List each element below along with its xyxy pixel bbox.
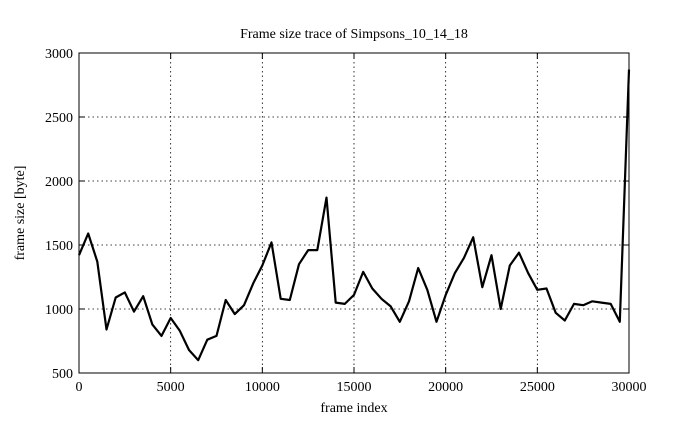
x-tick-label: 0 [76,380,83,395]
chart-title: Frame size trace of Simpsons_10_14_18 [240,27,468,42]
y-tick-label: 2500 [45,111,73,126]
plot-frame [78,52,630,374]
x-tick-label: 30000 [612,380,647,395]
x-tick-labels: 0 5000 10000 15000 20000 25000 30000 [76,380,647,395]
y-tick-label: 500 [52,367,73,382]
y-tick-label: 1500 [45,239,73,254]
x-tick-label: 20000 [428,380,463,395]
x-tick-label: 10000 [245,380,280,395]
x-tick-label: 25000 [520,380,555,395]
y-tick-label: 2000 [45,175,73,190]
x-tick-label: 5000 [157,380,185,395]
y-tick-label: 3000 [45,47,73,62]
y-tick-labels: 500 1000 1500 2000 2500 3000 [45,47,73,382]
y-tick-label: 1000 [45,303,73,318]
grid-lines [79,53,629,373]
y-axis-label: frame size [byte] [13,166,28,261]
series-line [77,69,631,362]
data-points [78,69,630,361]
x-axis-label: frame index [320,401,387,416]
axis-ticks [78,52,630,374]
x-tick-label: 15000 [337,380,372,395]
